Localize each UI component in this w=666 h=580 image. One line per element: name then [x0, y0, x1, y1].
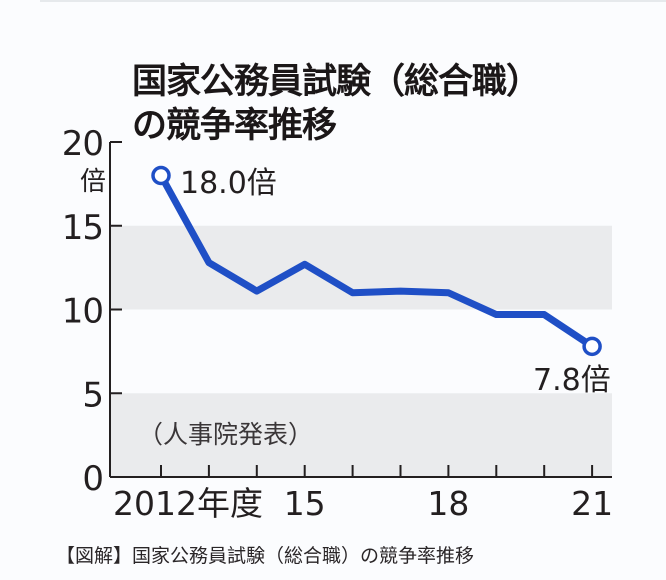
- end-point-marker: [582, 336, 602, 357]
- chart-title-line2: の競争率推移: [132, 106, 337, 146]
- x-tick-label: 2012年度: [113, 484, 263, 523]
- axes: [109, 141, 612, 478]
- y-tick-label: 5: [82, 375, 103, 415]
- x-axis-labels: 2012年度 15 18 21: [113, 484, 613, 523]
- y-tick-label: 15: [62, 208, 103, 248]
- x-tick-label: 18: [427, 484, 469, 523]
- start-value-label: 18.0倍: [180, 166, 277, 201]
- band-0-5: [110, 393, 612, 477]
- y-unit-label: 倍: [80, 167, 106, 197]
- source-note: （人事院発表）: [138, 420, 313, 449]
- series-line: [157, 172, 596, 350]
- figure-caption: 【図解】国家公務員試験（総合職）の競争率推移: [56, 545, 475, 567]
- start-point-marker: [151, 165, 171, 186]
- top-border: [40, 0, 666, 2]
- y-tick-label: 20: [62, 124, 103, 164]
- chart-title: 国家公務員試験（総合職） の競争率推移: [132, 60, 541, 148]
- y-axis-labels: 0 5 10 15 20: [62, 124, 104, 499]
- end-value-label: 7.8倍: [533, 363, 611, 398]
- chart-title-line1: 国家公務員試験（総合職）: [132, 62, 541, 102]
- band-10-15: [110, 225, 612, 310]
- x-tick-label: 15: [284, 484, 326, 523]
- x-tick-label: 21: [571, 484, 613, 523]
- y-tick-label: 0: [82, 459, 103, 499]
- y-tick-label: 10: [62, 292, 103, 332]
